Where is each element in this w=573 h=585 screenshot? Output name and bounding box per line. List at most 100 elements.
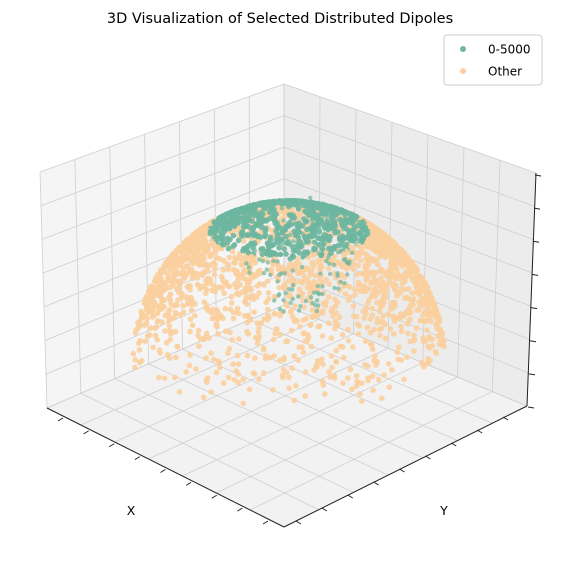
point-other — [395, 356, 402, 363]
point-other — [411, 332, 417, 339]
point-other — [154, 310, 161, 317]
point-other — [137, 338, 144, 344]
point-0-5000 — [336, 237, 343, 243]
floor-pane — [47, 305, 527, 527]
point-0-5000 — [275, 279, 280, 284]
point-other — [363, 277, 370, 283]
z-tick — [528, 373, 536, 376]
point-other — [392, 255, 399, 261]
point-other — [236, 251, 243, 257]
point-other — [436, 341, 443, 348]
point-other — [291, 397, 298, 404]
point-other — [328, 353, 335, 360]
point-other — [388, 272, 395, 279]
point-other — [171, 264, 178, 271]
point-other — [302, 393, 309, 399]
point-0-5000 — [287, 255, 294, 262]
point-0-5000 — [327, 261, 332, 266]
point-other — [193, 366, 199, 372]
point-other — [196, 262, 203, 268]
point-0-5000 — [304, 249, 309, 254]
point-other — [231, 254, 238, 261]
point-other — [277, 357, 283, 364]
point-other — [194, 275, 201, 281]
point-other — [235, 379, 241, 386]
point-other — [425, 356, 431, 362]
point-other — [132, 356, 138, 363]
point-other — [216, 364, 223, 371]
y-tick — [373, 481, 379, 486]
point-0-5000 — [325, 245, 332, 252]
point-other — [333, 347, 339, 354]
point-other — [252, 260, 258, 266]
point-other — [172, 374, 178, 381]
point-other — [235, 371, 241, 377]
point-other — [289, 365, 295, 372]
point-0-5000 — [343, 257, 348, 262]
point-0-5000 — [251, 212, 258, 219]
point-other — [398, 323, 404, 330]
point-0-5000 — [308, 195, 313, 200]
y-tick — [321, 507, 328, 512]
point-0-5000 — [248, 227, 253, 232]
point-0-5000 — [243, 246, 249, 251]
y-tick — [347, 494, 354, 499]
point-other — [361, 315, 367, 322]
point-0-5000 — [341, 218, 346, 223]
right-wall-gridline — [283, 115, 535, 207]
point-0-5000 — [322, 231, 327, 236]
point-0-5000 — [317, 226, 322, 232]
point-other — [194, 281, 201, 288]
point-0-5000 — [281, 246, 288, 252]
point-0-5000 — [342, 281, 347, 286]
point-other — [264, 316, 271, 323]
point-other — [186, 362, 193, 369]
point-other — [162, 328, 168, 334]
point-0-5000 — [336, 250, 341, 255]
point-0-5000 — [299, 264, 305, 270]
point-0-5000 — [275, 259, 280, 264]
point-0-5000 — [256, 257, 262, 262]
point-0-5000 — [279, 206, 285, 211]
point-other — [377, 308, 383, 314]
point-other — [251, 371, 258, 377]
point-other — [210, 282, 216, 288]
point-other — [230, 315, 237, 322]
point-other — [236, 336, 242, 342]
point-other — [147, 325, 154, 331]
left-wall-gridline — [41, 146, 285, 240]
point-other — [283, 338, 289, 345]
point-other — [245, 294, 251, 300]
z-tick — [532, 240, 540, 243]
point-0-5000 — [283, 290, 288, 296]
point-other — [144, 316, 150, 322]
point-other — [207, 253, 214, 260]
point-other — [241, 289, 248, 296]
point-0-5000 — [259, 251, 266, 258]
point-other — [437, 336, 444, 343]
x-tick — [57, 417, 64, 422]
point-0-5000 — [336, 286, 341, 291]
point-0-5000 — [295, 234, 302, 241]
point-0-5000 — [281, 218, 286, 223]
point-other — [226, 254, 233, 261]
point-0-5000 — [286, 203, 292, 210]
point-other — [172, 328, 179, 335]
point-other — [349, 386, 355, 393]
point-other — [157, 350, 163, 356]
point-other — [330, 255, 336, 262]
point-other — [417, 317, 424, 324]
point-other — [283, 369, 290, 376]
point-other — [295, 270, 302, 277]
floor-gridline — [249, 319, 493, 424]
point-other — [403, 294, 410, 301]
point-other — [196, 343, 202, 349]
y-tick — [295, 520, 302, 525]
point-other — [265, 290, 272, 296]
point-other — [374, 261, 381, 268]
floor-gridline — [249, 391, 493, 511]
point-0-5000 — [263, 235, 268, 240]
point-other — [340, 354, 347, 361]
data-points — [130, 195, 447, 407]
point-other — [372, 353, 378, 359]
